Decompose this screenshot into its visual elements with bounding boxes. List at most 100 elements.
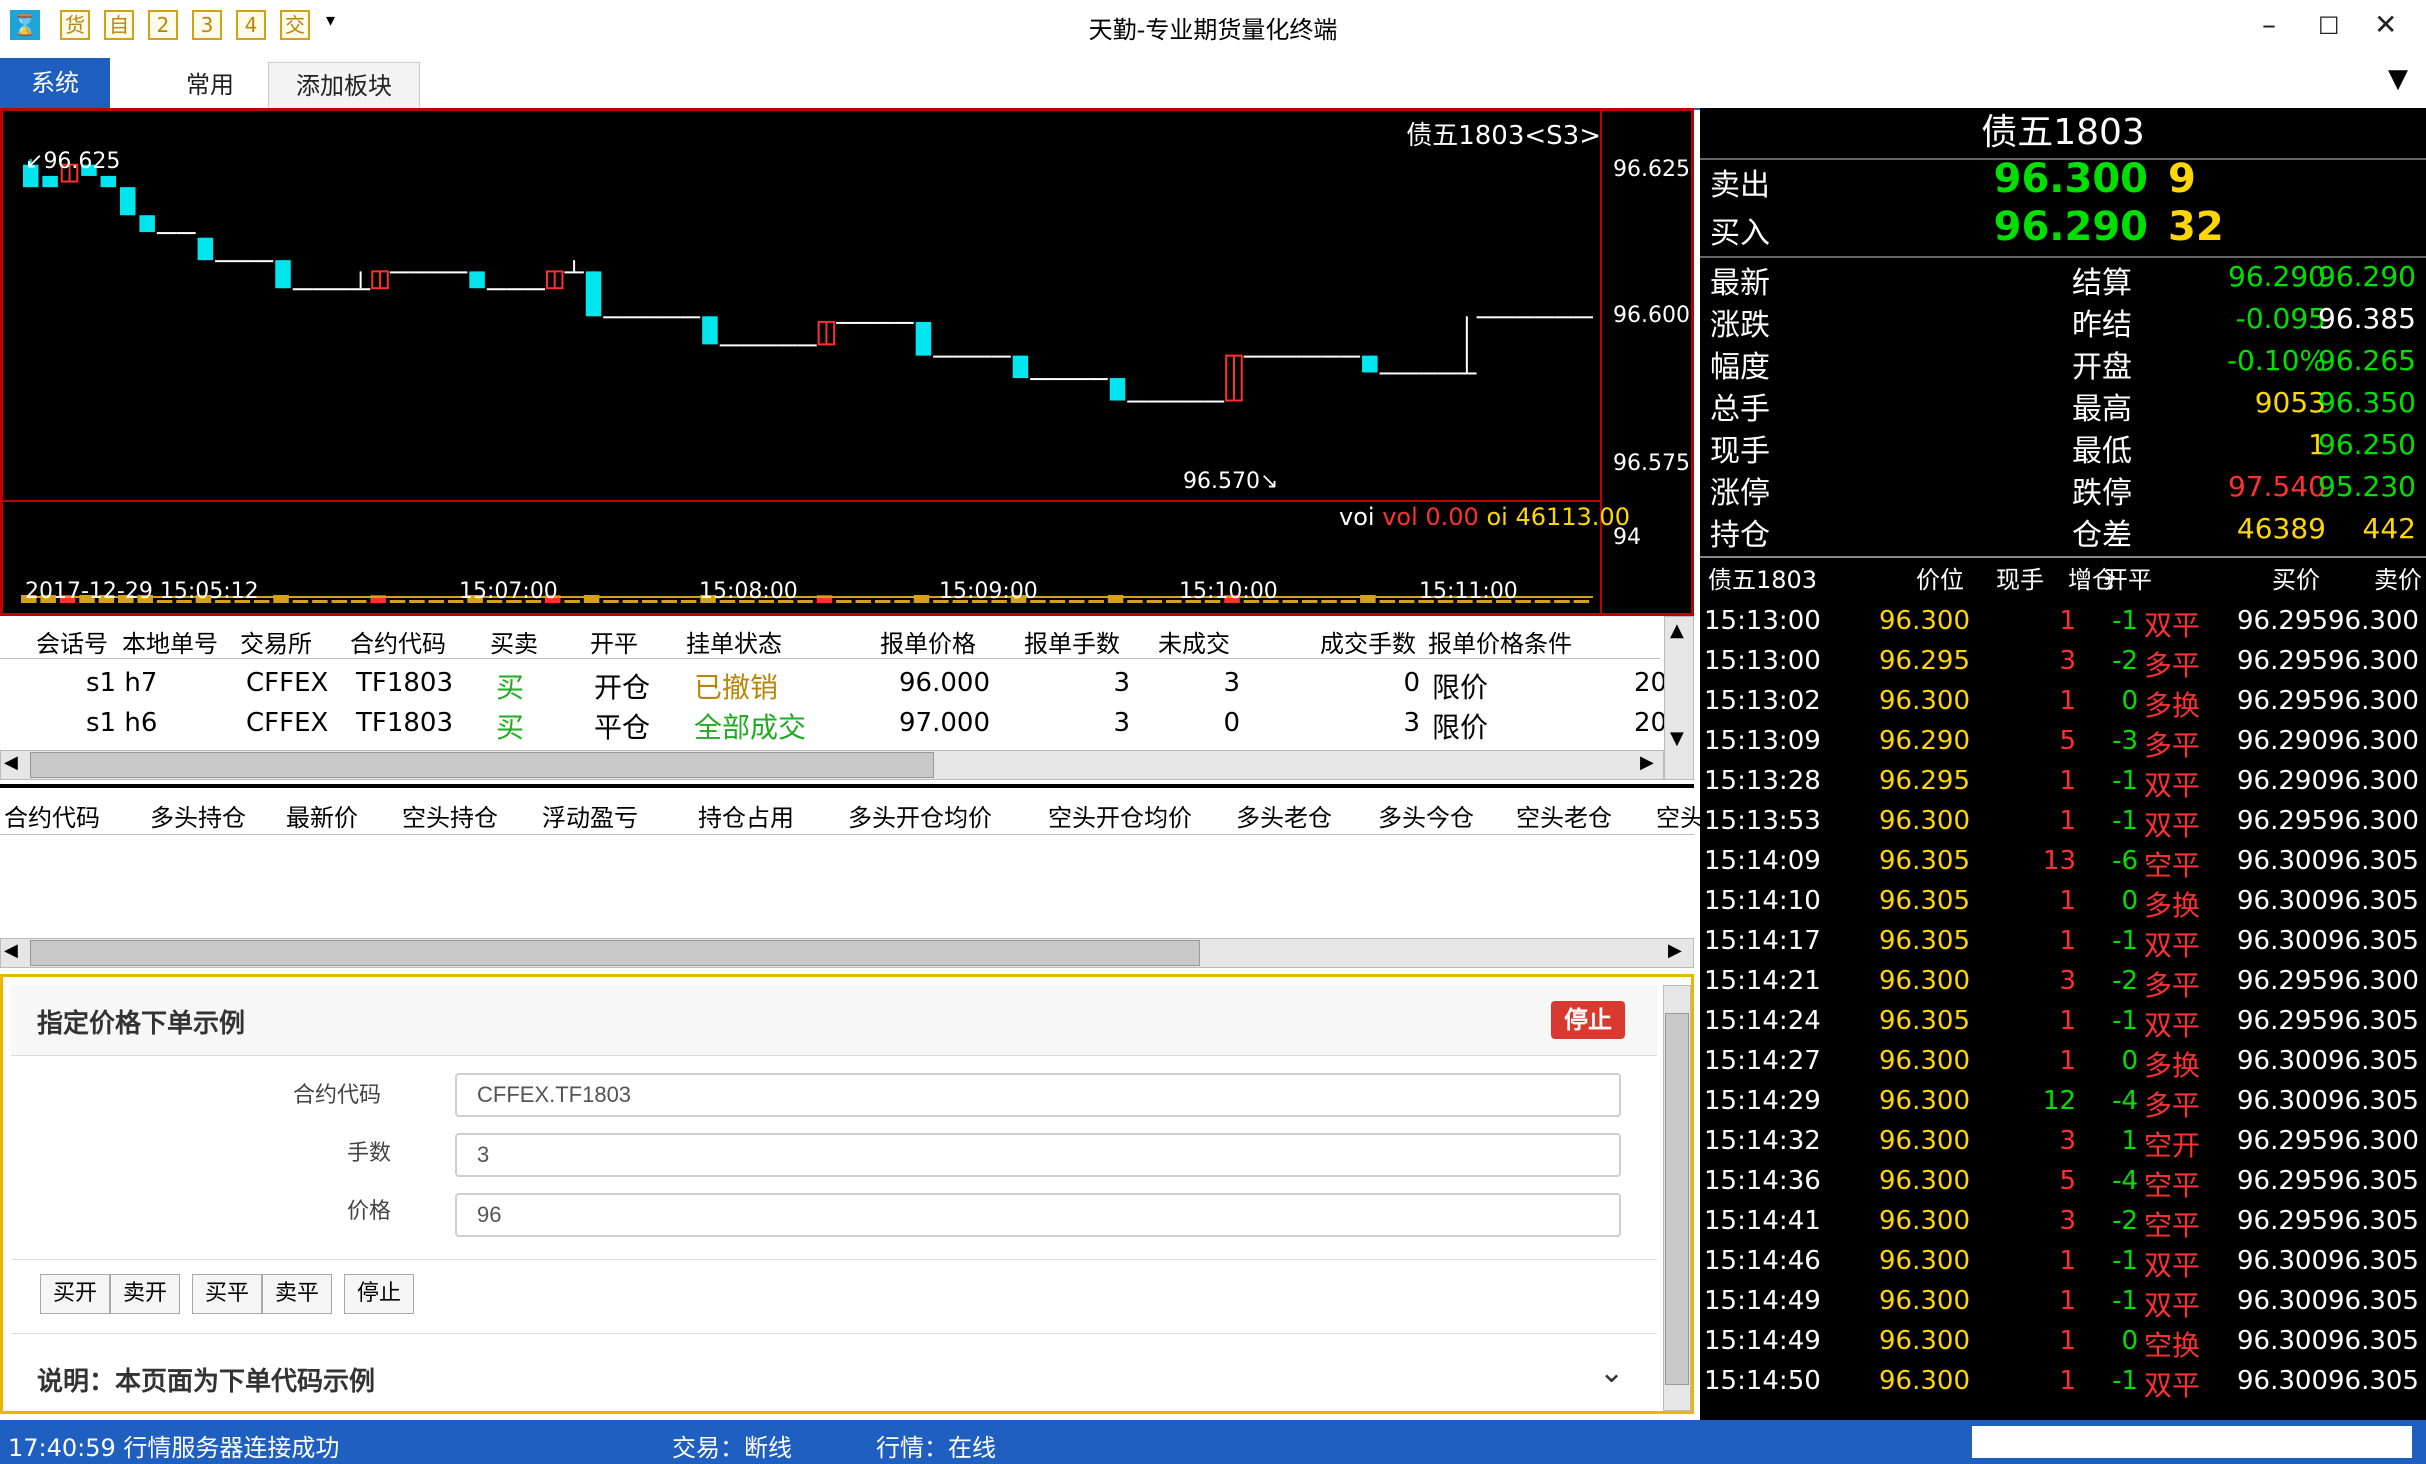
- stop-button[interactable]: 停止: [344, 1274, 414, 1314]
- positions-header-cell[interactable]: 浮动盈亏: [542, 804, 638, 832]
- tick-row[interactable]: 15:14:27 96.300 1 0 多换 96.300 96.305: [1700, 1042, 2426, 1082]
- tick-row[interactable]: 15:14:21 96.300 3 -2 多平 96.295 96.300: [1700, 962, 2426, 1002]
- tick-row[interactable]: 15:13:00 96.300 1 -1 双平 96.295 96.300: [1700, 602, 2426, 642]
- positions-header-cell[interactable]: 多头持仓: [150, 804, 246, 832]
- scroll-up-icon[interactable]: ▲: [1670, 620, 1684, 641]
- candle-body: [1185, 400, 1205, 403]
- orders-header-cell[interactable]: 开平: [590, 630, 638, 658]
- tick-row[interactable]: 15:13:00 96.295 3 -2 多平 96.295 96.300: [1700, 642, 2426, 682]
- tab-common[interactable]: 常用: [186, 71, 234, 99]
- tick-row[interactable]: 15:14:29 96.300 12 -4 多平 96.300 96.305: [1700, 1082, 2426, 1122]
- minimize-icon[interactable]: –: [2262, 8, 2276, 41]
- qty-input[interactable]: [455, 1133, 1621, 1177]
- maximize-icon[interactable]: ☐: [2318, 12, 2340, 40]
- orders-header-cell[interactable]: 交易所: [240, 630, 312, 658]
- chevron-down-icon[interactable]: ⌄: [1599, 1355, 1625, 1390]
- positions-header-cell[interactable]: 空头持仓: [402, 804, 498, 832]
- menu-expand-icon[interactable]: ▼: [2388, 64, 2408, 94]
- orders-header-cell[interactable]: 挂单状态: [686, 630, 782, 658]
- volume-bar: [991, 600, 1007, 603]
- positions-header-cell[interactable]: 多头今仓: [1378, 804, 1474, 832]
- tab-system[interactable]: 系统: [0, 58, 110, 108]
- toolbar-icon-jiao[interactable]: 交: [280, 10, 310, 40]
- kline-chart[interactable]: 债五1803<S3> ↙96.625 96.570↘ 96.625 96.600…: [0, 108, 1694, 616]
- scroll-left-icon[interactable]: ◀: [4, 752, 18, 773]
- order-row[interactable]: s1 h7 CFFEX TF1803 买 开仓 已撤销 96.000 3 3 0…: [0, 664, 1667, 704]
- scroll-right-icon[interactable]: ▶: [1668, 940, 1682, 961]
- tick-oi-change: -3: [2112, 726, 2138, 756]
- time-axis-label: 15:09:00: [939, 579, 1038, 604]
- toolbar-icon-huo[interactable]: 货: [60, 10, 90, 40]
- buy-close-button[interactable]: 买平: [192, 1274, 262, 1314]
- tick-open-close: 双平: [2144, 769, 2201, 802]
- volume-bar: [1243, 600, 1260, 603]
- tick-row[interactable]: 15:13:02 96.300 1 0 多换 96.295 96.300: [1700, 682, 2426, 722]
- buy-open-button[interactable]: 买开: [40, 1274, 110, 1314]
- symbol-input[interactable]: [455, 1073, 1621, 1117]
- toolbar-icon-zi[interactable]: 自: [104, 10, 134, 40]
- positions-header-cell[interactable]: 最新价: [286, 804, 358, 832]
- scroll-down-icon[interactable]: ▼: [1670, 728, 1684, 749]
- tick-row[interactable]: 15:14:46 96.300 1 -1 双平 96.300 96.305: [1700, 1242, 2426, 1282]
- orders-header-cell[interactable]: 合约代码: [350, 630, 446, 658]
- tick-ask: 96.300: [2328, 686, 2419, 716]
- candle-body: [702, 316, 718, 345]
- scroll-right-icon[interactable]: ▶: [1640, 752, 1654, 773]
- toolbar-icon-3[interactable]: 3: [192, 10, 222, 40]
- tick-row[interactable]: 15:14:49 96.300 1 -1 双平 96.300 96.305: [1700, 1282, 2426, 1322]
- tick-row[interactable]: 15:13:28 96.295 1 -1 双平 96.290 96.300: [1700, 762, 2426, 802]
- hourglass-icon[interactable]: ⌛: [10, 10, 40, 40]
- orders-hscroll-thumb[interactable]: [30, 752, 934, 778]
- tick-row[interactable]: 15:14:09 96.305 13 -6 空平 96.300 96.305: [1700, 842, 2426, 882]
- tick-row[interactable]: 15:14:50 96.300 1 -1 双平 96.300 96.305: [1700, 1362, 2426, 1402]
- orders-vscroll[interactable]: [1664, 616, 1694, 780]
- tick-time: 15:13:00: [1704, 646, 1821, 676]
- orders-header-cell[interactable]: 成交手数: [1320, 630, 1416, 658]
- tick-open-close: 空平: [2144, 849, 2201, 882]
- positions-header-cell[interactable]: 持仓占用: [698, 804, 794, 832]
- toolbar-icon-2[interactable]: 2: [148, 10, 178, 40]
- positions-hscroll-thumb[interactable]: [30, 940, 1200, 966]
- tab-add-block[interactable]: 添加板块: [268, 62, 420, 109]
- tick-ask: 96.300: [2328, 766, 2419, 796]
- candle-body: [1049, 378, 1069, 381]
- dropdown-arrow-icon[interactable]: ▾: [326, 10, 336, 31]
- orders-header-cell[interactable]: 买卖: [490, 630, 538, 658]
- sell-close-button[interactable]: 卖平: [262, 1274, 332, 1314]
- orders-header-cell[interactable]: 报单价格条件: [1428, 630, 1572, 658]
- orders-header-cell[interactable]: 报单价格: [880, 630, 976, 658]
- positions-header-cell[interactable]: 合约代码: [4, 804, 100, 832]
- candle-body: [855, 321, 875, 324]
- tick-row[interactable]: 15:13:53 96.300 1 -1 双平 96.295 96.300: [1700, 802, 2426, 842]
- order-symbol: TF1803: [356, 668, 454, 698]
- tick-row[interactable]: 15:14:10 96.305 1 0 多换 96.300 96.305: [1700, 882, 2426, 922]
- order-row[interactable]: s1 h6 CFFEX TF1803 买 平仓 全部成交 97.000 3 0 …: [0, 704, 1667, 744]
- tick-price: 96.300: [1879, 1246, 1970, 1276]
- form-vscroll-thumb[interactable]: [1665, 1013, 1689, 1385]
- tick-row[interactable]: 15:13:09 96.290 5 -3 多平 96.290 96.300: [1700, 722, 2426, 762]
- orders-header-cell[interactable]: 本地单号: [122, 630, 218, 658]
- sell-open-button[interactable]: 卖开: [110, 1274, 180, 1314]
- tick-row[interactable]: 15:14:36 96.300 5 -4 空平 96.295 96.305: [1700, 1162, 2426, 1202]
- scroll-left-icon[interactable]: ◀: [4, 940, 18, 961]
- tick-row[interactable]: 15:14:41 96.300 3 -2 空平 96.295 96.305: [1700, 1202, 2426, 1242]
- price-input[interactable]: [455, 1193, 1621, 1237]
- positions-header-cell[interactable]: 空头开仓均价: [1048, 804, 1192, 832]
- tick-row[interactable]: 15:14:17 96.305 1 -1 双平 96.300 96.305: [1700, 922, 2426, 962]
- volume-bar: [1263, 600, 1279, 603]
- positions-header-cell[interactable]: 多头开仓均价: [848, 804, 992, 832]
- toolbar-icon-4[interactable]: 4: [236, 10, 266, 40]
- positions-header-cell[interactable]: 空头老仓: [1516, 804, 1612, 832]
- candle-body: [1437, 372, 1458, 375]
- orders-header-cell[interactable]: 会话号: [36, 630, 108, 658]
- chart-high-label: ↙96.625: [25, 149, 121, 174]
- positions-header-cell[interactable]: 多头老仓: [1236, 804, 1332, 832]
- orders-header-cell[interactable]: 报单手数: [1024, 630, 1120, 658]
- tick-row[interactable]: 15:14:24 96.305 1 -1 双平 96.295 96.305: [1700, 1002, 2426, 1042]
- stop-badge[interactable]: 停止: [1551, 1001, 1625, 1039]
- close-icon[interactable]: ✕: [2374, 8, 2398, 41]
- orders-header-cell[interactable]: 未成交: [1158, 630, 1230, 658]
- tick-row[interactable]: 15:14:49 96.300 1 0 空换 96.300 96.305: [1700, 1322, 2426, 1362]
- tick-row[interactable]: 15:14:32 96.300 3 1 空开 96.295 96.300: [1700, 1122, 2426, 1162]
- positions-header-cell[interactable]: 空头: [1656, 804, 1704, 832]
